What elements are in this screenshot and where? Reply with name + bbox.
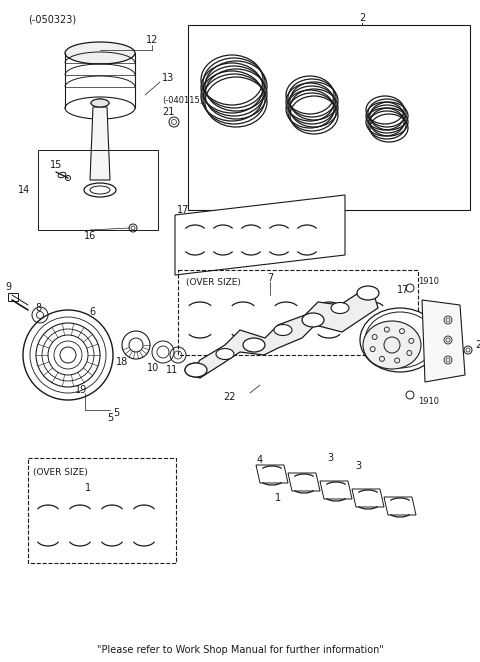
Text: 9: 9	[5, 282, 11, 292]
Ellipse shape	[274, 324, 292, 336]
Polygon shape	[190, 292, 378, 378]
Text: 3: 3	[355, 461, 361, 471]
Polygon shape	[90, 107, 110, 180]
Text: 10: 10	[147, 363, 159, 373]
Bar	[38, 150, 158, 230]
Ellipse shape	[360, 308, 440, 372]
Text: 11: 11	[166, 365, 178, 375]
Text: 17: 17	[397, 285, 409, 295]
Polygon shape	[288, 473, 320, 491]
Polygon shape	[320, 481, 352, 499]
Polygon shape	[256, 465, 288, 483]
Text: 8: 8	[35, 303, 41, 313]
Bar	[188, 25, 470, 210]
Ellipse shape	[302, 313, 324, 327]
Bar	[8, 293, 18, 301]
Text: 22: 22	[224, 392, 236, 402]
Text: 1910: 1910	[418, 397, 439, 406]
Text: 3: 3	[327, 453, 333, 463]
Text: 5: 5	[113, 408, 119, 418]
Text: 2: 2	[359, 13, 365, 23]
Text: 13: 13	[162, 73, 174, 83]
Polygon shape	[175, 195, 345, 275]
Text: 15: 15	[50, 160, 62, 170]
Text: 1910: 1910	[418, 277, 439, 287]
Text: 4: 4	[257, 455, 263, 465]
Text: 20: 20	[475, 340, 480, 350]
Text: (OVER SIZE): (OVER SIZE)	[33, 467, 88, 477]
Text: (-050323): (-050323)	[28, 14, 76, 24]
Text: (OVER SIZE): (OVER SIZE)	[186, 277, 241, 287]
Text: 17: 17	[177, 205, 190, 215]
Polygon shape	[384, 497, 416, 515]
Ellipse shape	[357, 286, 379, 300]
Text: 5: 5	[107, 413, 113, 423]
Text: 21: 21	[162, 107, 174, 117]
Ellipse shape	[363, 321, 421, 369]
Text: 7: 7	[267, 273, 273, 283]
Ellipse shape	[91, 99, 109, 107]
Text: 18: 18	[116, 357, 128, 367]
Text: (-040115): (-040115)	[162, 95, 203, 105]
Text: 14: 14	[18, 185, 30, 195]
Ellipse shape	[216, 348, 234, 359]
Polygon shape	[352, 489, 384, 507]
Text: 1: 1	[85, 483, 91, 493]
Ellipse shape	[65, 42, 135, 64]
Bar	[178, 270, 418, 355]
Text: 12: 12	[146, 35, 158, 45]
Polygon shape	[422, 300, 465, 382]
Text: 6: 6	[89, 307, 95, 317]
Text: 16: 16	[84, 231, 96, 241]
Ellipse shape	[185, 363, 207, 377]
Ellipse shape	[331, 303, 349, 314]
Ellipse shape	[243, 338, 265, 352]
Text: "Please refer to Work Shop Manual for further information": "Please refer to Work Shop Manual for fu…	[96, 645, 384, 655]
Text: 19: 19	[75, 385, 87, 395]
Bar	[28, 458, 176, 563]
Text: 1: 1	[275, 493, 281, 503]
